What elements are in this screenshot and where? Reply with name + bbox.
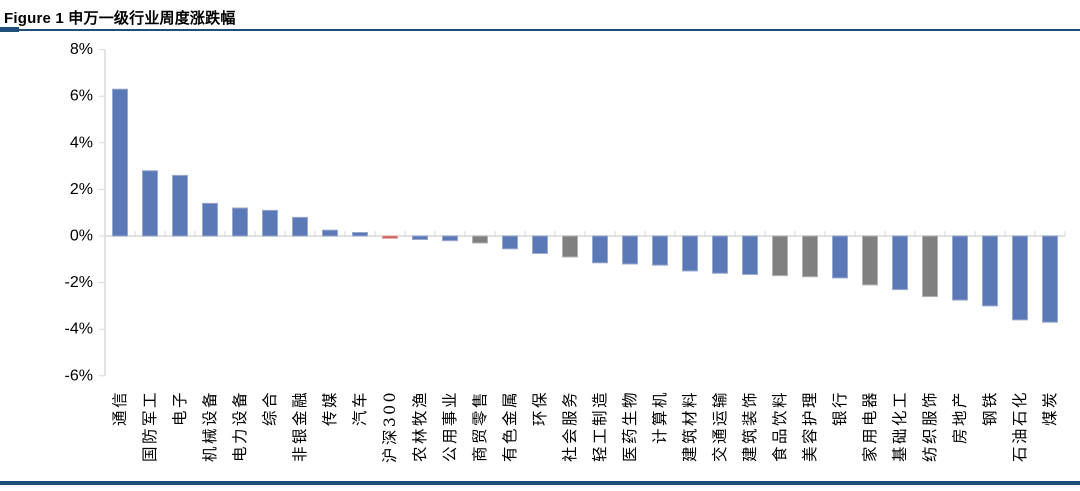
bar xyxy=(1012,235,1028,321)
x-axis-label: 汽车 xyxy=(351,390,369,426)
bar xyxy=(592,235,608,264)
y-tick-label: -6% xyxy=(65,367,93,384)
x-axis-label: 钢铁 xyxy=(981,390,999,426)
title-underline xyxy=(0,29,1080,31)
bar xyxy=(742,235,758,275)
bar xyxy=(952,235,968,301)
bar xyxy=(562,235,578,258)
bar xyxy=(142,170,158,237)
y-tick-label: 6% xyxy=(70,88,93,105)
x-axis-label: 有色金属 xyxy=(501,390,519,462)
bar-chart: 8% 6% 4% 2% 0% -2% -4% -6% 通信 国防军工 电子 机械设备 电力设备 综合 非银金… xyxy=(0,36,1080,481)
x-axis-label: 商贸零售 xyxy=(471,390,489,462)
figure-title: Figure 1 申万一级行业周度涨跌幅 xyxy=(4,10,236,27)
bar xyxy=(982,235,998,307)
bar xyxy=(352,232,368,237)
x-axis-label: 环保 xyxy=(531,390,549,426)
x-axis-label: 交通运输 xyxy=(711,390,729,462)
bar xyxy=(652,235,668,266)
x-axis-label: 石油石化 xyxy=(1011,390,1029,462)
bar xyxy=(442,235,458,242)
bar xyxy=(802,235,818,278)
bar xyxy=(892,235,908,291)
bar xyxy=(322,229,338,237)
bar xyxy=(772,235,788,277)
bar xyxy=(1042,235,1058,323)
x-axis-label: 建筑材料 xyxy=(681,390,699,462)
x-axis-label: 综合 xyxy=(261,390,279,426)
bar xyxy=(682,235,698,272)
footer-rule xyxy=(0,481,1080,485)
x-axis-label: 轻工制造 xyxy=(591,390,609,462)
bar xyxy=(532,235,548,254)
x-axis-label: 农林牧渔 xyxy=(411,390,429,462)
bar xyxy=(472,235,488,244)
bar xyxy=(862,235,878,286)
bar xyxy=(712,235,728,274)
bar xyxy=(202,202,218,237)
x-axis-label: 传媒 xyxy=(321,390,339,426)
bar xyxy=(622,235,638,265)
bar xyxy=(382,235,398,239)
x-axis-label: 沪深300 xyxy=(381,390,399,463)
x-axis-label: 非银金融 xyxy=(291,390,309,462)
bar xyxy=(292,216,308,237)
x-axis-label: 通信 xyxy=(111,390,129,426)
x-axis-label: 家用电器 xyxy=(861,390,879,462)
bar xyxy=(922,235,938,298)
x-axis-label: 电力设备 xyxy=(231,390,249,462)
bar xyxy=(232,207,248,237)
x-axis-label: 公用事业 xyxy=(441,390,459,462)
y-tick-label: 4% xyxy=(70,134,93,151)
y-tick-label: -2% xyxy=(65,274,93,291)
y-tick-label: 0% xyxy=(70,228,93,245)
y-tick-label: -4% xyxy=(65,321,93,338)
x-axis-label: 机械设备 xyxy=(201,390,219,462)
x-axis-label: 美容护理 xyxy=(801,390,819,462)
bar xyxy=(112,88,128,237)
x-axis-label: 建筑装饰 xyxy=(741,390,759,462)
weekly-change-bar-chart: 8% 6% 4% 2% 0% -2% -4% -6% 通信 国防军工 电子 机械设备 电力设备 综合 非银金… xyxy=(65,41,1066,463)
x-axis-label: 计算机 xyxy=(650,390,669,444)
bar xyxy=(502,235,518,250)
x-axis-label: 医药生物 xyxy=(621,390,639,462)
x-axis-label: 电子 xyxy=(171,390,189,426)
x-axis-label: 房地产 xyxy=(951,390,969,444)
bar xyxy=(832,235,848,279)
x-axis-label: 银行 xyxy=(831,390,849,426)
title-underline-cap xyxy=(0,27,19,32)
x-axis-label: 煤炭 xyxy=(1041,390,1059,426)
x-axis-label: 纺织服饰 xyxy=(921,390,939,462)
x-axis-label: 国防军工 xyxy=(141,390,159,462)
x-axis-label: 基础化工 xyxy=(891,390,909,462)
bar xyxy=(172,174,188,237)
y-tick-label: 2% xyxy=(70,181,93,198)
x-axis-label: 社会服务 xyxy=(561,390,579,462)
y-tick-label: 8% xyxy=(70,41,93,58)
x-axis-label: 食品饮料 xyxy=(771,390,789,462)
bar xyxy=(412,235,428,240)
bar xyxy=(262,209,278,237)
